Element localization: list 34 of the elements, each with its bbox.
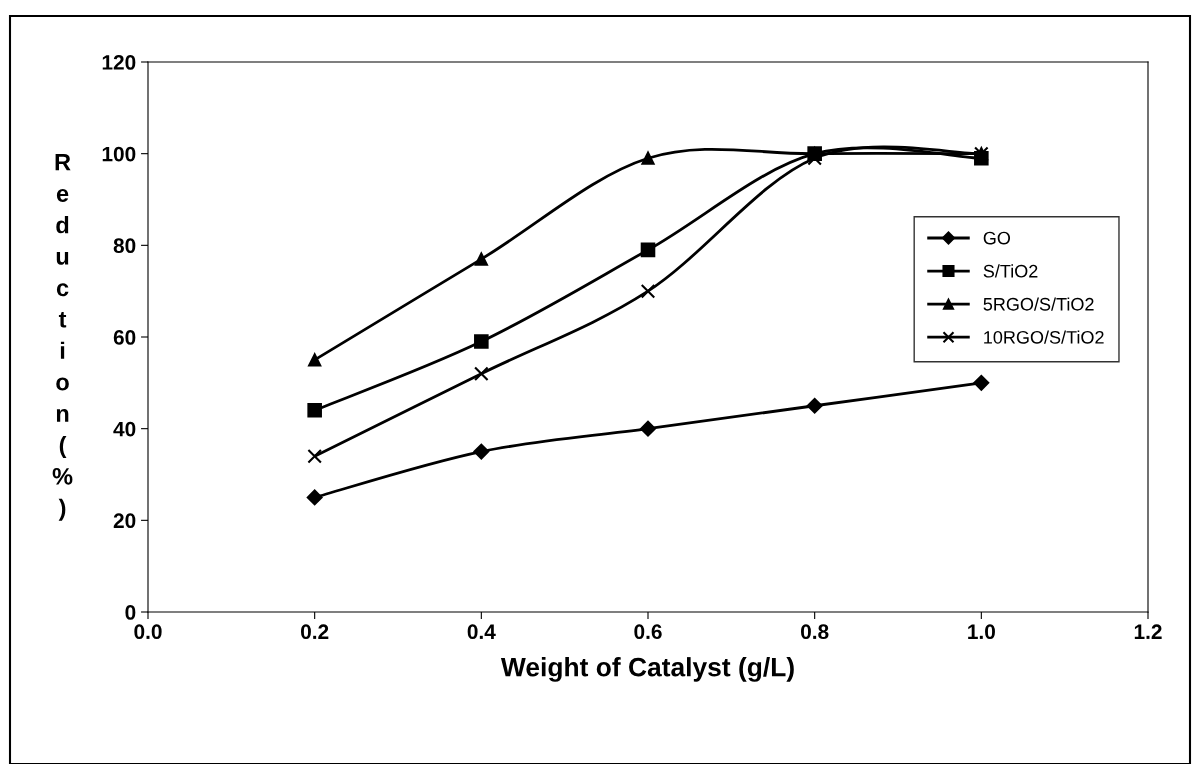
point	[640, 242, 656, 258]
x-tick-label: 0.2	[301, 624, 329, 640]
x-axis-title: Weight of Catalyst (g/L)	[500, 657, 794, 682]
point	[640, 283, 656, 299]
point	[308, 353, 322, 367]
x-tick-label: 1.2	[1134, 624, 1162, 639]
legend-label: 5RGO/S/TiO2	[983, 297, 1094, 311]
point	[307, 403, 322, 418]
y-tick-label: 40	[113, 421, 136, 437]
x-tick-label: 0.0	[134, 624, 162, 640]
point	[640, 420, 656, 437]
y-tick-label: 20	[113, 513, 136, 529]
point	[973, 374, 990, 391]
y-tick-label: 120	[102, 55, 136, 70]
y-tick-label: 100	[102, 146, 136, 162]
point	[307, 448, 322, 464]
point	[474, 252, 488, 266]
y-tick-label: 60	[113, 330, 136, 345]
point	[474, 334, 489, 349]
point	[641, 151, 655, 165]
legend-label: 10RGO/S/TiO2	[984, 330, 1104, 344]
x-tick-label: 0.8	[801, 624, 829, 640]
y-tick-label: 80	[113, 238, 136, 254]
legend-label: S/TiO2	[983, 264, 1038, 278]
x-tick-label: 0.4	[467, 624, 496, 640]
point	[473, 443, 490, 460]
x-tick-label: 0.6	[634, 624, 662, 640]
legend-label: GO	[983, 231, 1011, 245]
text: Reduction (%)	[52, 154, 73, 521]
point	[306, 489, 323, 506]
y-tick-label: 0	[125, 605, 136, 620]
point	[474, 366, 489, 381]
x-tick-label: 1.0	[968, 624, 995, 640]
point	[806, 397, 823, 414]
